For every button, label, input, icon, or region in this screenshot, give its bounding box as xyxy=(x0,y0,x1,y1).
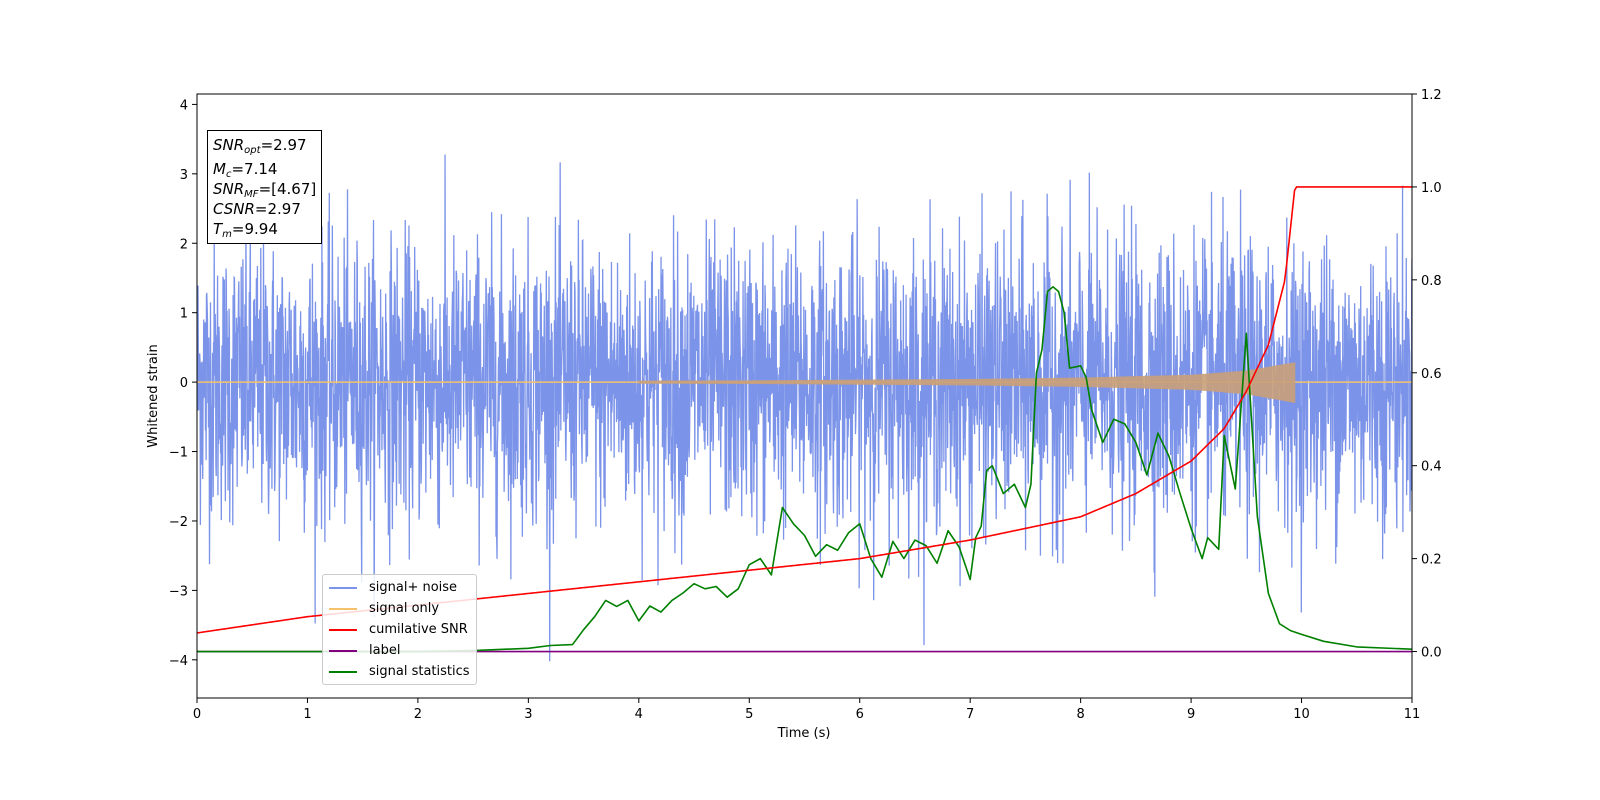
legend-item-signal-only: signal only xyxy=(329,598,470,619)
legend-item-cumulative-snr: cumilative SNR xyxy=(329,619,470,640)
legend-label: signal+ noise xyxy=(369,580,458,595)
y-left-tick-label: −3 xyxy=(169,584,188,599)
x-tick-label: 4 xyxy=(635,707,643,722)
info-csnr: CSNR=2.97 xyxy=(213,200,301,218)
y-left-tick-label: −1 xyxy=(169,446,188,461)
legend-swatch xyxy=(329,670,357,673)
info-mc: Mc=7.14 xyxy=(213,160,278,180)
signal-only-envelope xyxy=(638,362,1296,404)
x-tick-label: 0 xyxy=(193,707,201,722)
x-tick-label: 7 xyxy=(966,707,974,722)
info-box: SNRopt=2.97 Mc=7.14 SNRMF=[4.67] CSNR=2.… xyxy=(207,130,323,244)
signal-statistics-series xyxy=(197,286,1412,653)
legend-swatch xyxy=(329,628,357,631)
y-left-tick-label: 2 xyxy=(180,237,188,252)
signal-noise-line xyxy=(197,154,1412,662)
x-axis-label: Time (s) xyxy=(777,726,831,741)
legend-label: signal only xyxy=(369,601,440,616)
legend-swatch xyxy=(329,607,357,610)
info-tm: Tm=9.94 xyxy=(213,220,278,240)
y-axis-left: −4 −3 −2 −1 0 1 2 3 4 xyxy=(169,98,197,669)
x-tick-label: 8 xyxy=(1076,707,1084,722)
y-left-tick-label: 0 xyxy=(180,376,188,391)
x-axis: 0 1 2 3 4 5 6 7 8 9 10 11 xyxy=(193,698,1420,722)
signal-only-series xyxy=(197,362,1412,404)
legend-label: cumilative SNR xyxy=(369,622,468,637)
x-tick-label: 5 xyxy=(745,707,753,722)
y-left-tick-label: 3 xyxy=(180,168,188,183)
y-axis-right: 0.0 0.2 0.4 0.6 0.8 1.0 1.2 xyxy=(1412,88,1442,661)
legend: signal+ noise signal only cumilative SNR… xyxy=(322,574,477,685)
y-right-tick-label: 1.0 xyxy=(1421,181,1442,196)
legend-swatch xyxy=(329,586,357,589)
legend-label: signal statistics xyxy=(369,664,470,679)
y-axis-label: Whitened strain xyxy=(146,344,161,447)
x-tick-label: 6 xyxy=(856,707,864,722)
y-left-tick-label: −2 xyxy=(169,515,188,530)
legend-item-signal-noise: signal+ noise xyxy=(329,577,470,598)
legend-label: label xyxy=(369,643,401,658)
y-right-tick-label: 0.0 xyxy=(1421,646,1442,661)
x-tick-label: 9 xyxy=(1187,707,1195,722)
signal-statistics-line xyxy=(197,286,1412,653)
y-right-tick-label: 1.2 xyxy=(1421,88,1442,103)
info-snr-opt: SNRopt=2.97 xyxy=(213,136,307,156)
y-right-tick-label: 0.8 xyxy=(1421,274,1442,289)
x-tick-label: 3 xyxy=(524,707,532,722)
y-right-tick-label: 0.4 xyxy=(1421,460,1442,475)
legend-item-signal-statistics: signal statistics xyxy=(329,661,470,682)
y-left-tick-label: −4 xyxy=(169,654,188,669)
signal-noise-series xyxy=(197,154,1412,662)
y-right-tick-label: 0.2 xyxy=(1421,553,1442,568)
y-left-tick-label: 1 xyxy=(180,307,188,322)
x-tick-label: 2 xyxy=(414,707,422,722)
info-snr-mf: SNRMF=[4.67] xyxy=(213,180,317,200)
y-right-tick-label: 0.6 xyxy=(1421,367,1442,382)
legend-item-label: label xyxy=(329,640,470,661)
x-tick-label: 11 xyxy=(1404,707,1421,722)
x-tick-label: 1 xyxy=(303,707,311,722)
x-tick-label: 10 xyxy=(1293,707,1310,722)
legend-swatch xyxy=(329,649,357,652)
y-left-tick-label: 4 xyxy=(180,98,188,113)
plot-frame xyxy=(196,93,1413,699)
